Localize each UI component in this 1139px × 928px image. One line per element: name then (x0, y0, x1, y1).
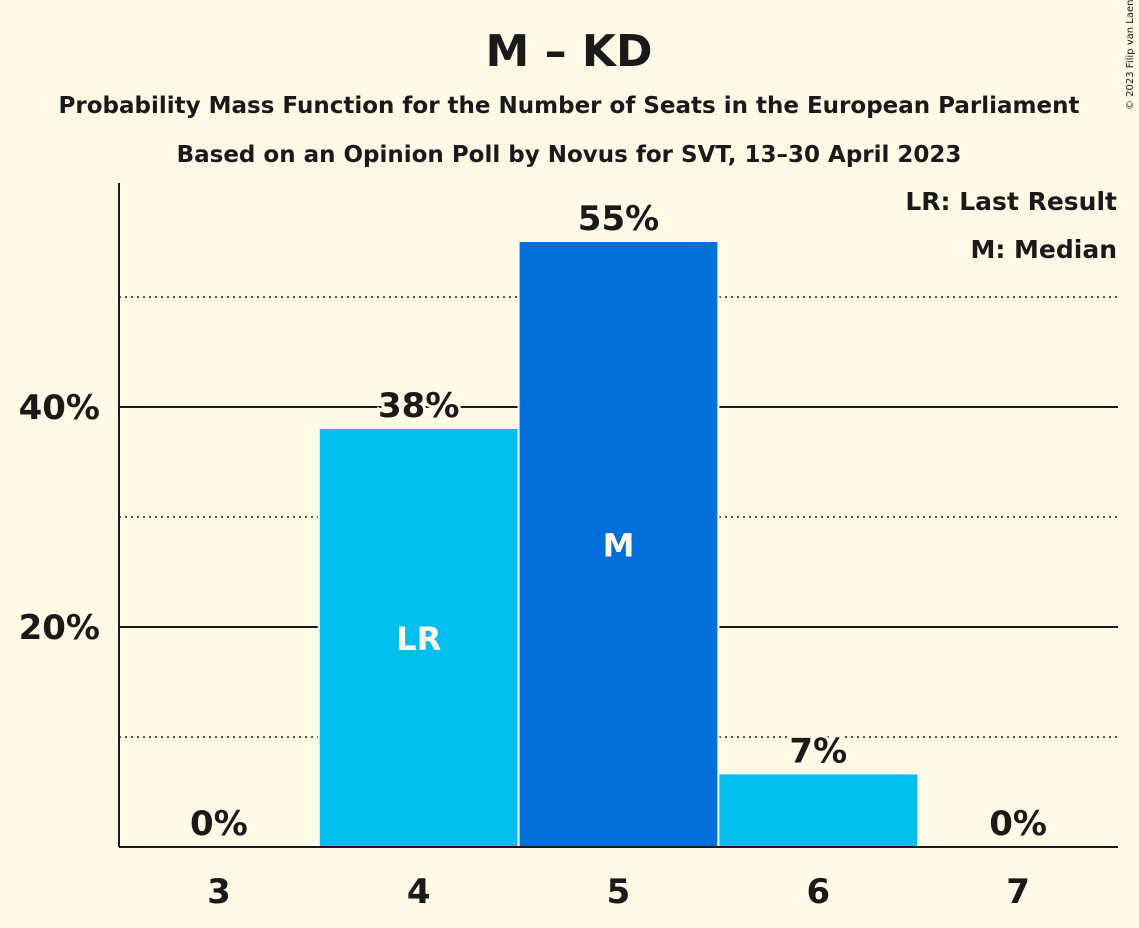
y-tick-label: 40% (19, 388, 100, 428)
value-label: 55% (578, 199, 659, 239)
bar-seats-6 (719, 774, 918, 847)
value-label: 7% (789, 731, 847, 771)
bar-seats-4 (319, 429, 518, 847)
value-label: 0% (190, 804, 248, 844)
legend: LR: Last Result M: Median (905, 187, 1117, 264)
x-tick-label: 5 (607, 872, 631, 912)
legend-item: LR: Last Result (905, 187, 1117, 216)
copyright-text: © 2023 Filip van Laenen (1125, 0, 1136, 110)
value-label: 38% (378, 386, 459, 426)
y-tick-label: 20% (19, 608, 100, 648)
chart-subtitle-2: Based on an Opinion Poll by Novus for SV… (177, 142, 962, 168)
bar-marker-label: LR (396, 620, 441, 658)
x-tick-label: 4 (407, 872, 431, 912)
x-tick-label: 3 (207, 872, 231, 912)
axes: 20% 40% 3 4 5 6 7 (19, 183, 1118, 912)
bar-seats-5 (519, 242, 718, 847)
x-tick-label: 7 (1006, 872, 1030, 912)
bars: 0% 38% LR 55% M 7% 0% (187, 196, 1050, 847)
x-tick-label: 6 (806, 872, 830, 912)
chart-subtitle-1: Probability Mass Function for the Number… (59, 93, 1080, 119)
value-label: 0% (989, 804, 1047, 844)
bar-marker-label: M (603, 527, 635, 565)
chart-title: M – KD (485, 26, 652, 77)
legend-item: M: Median (970, 235, 1117, 264)
